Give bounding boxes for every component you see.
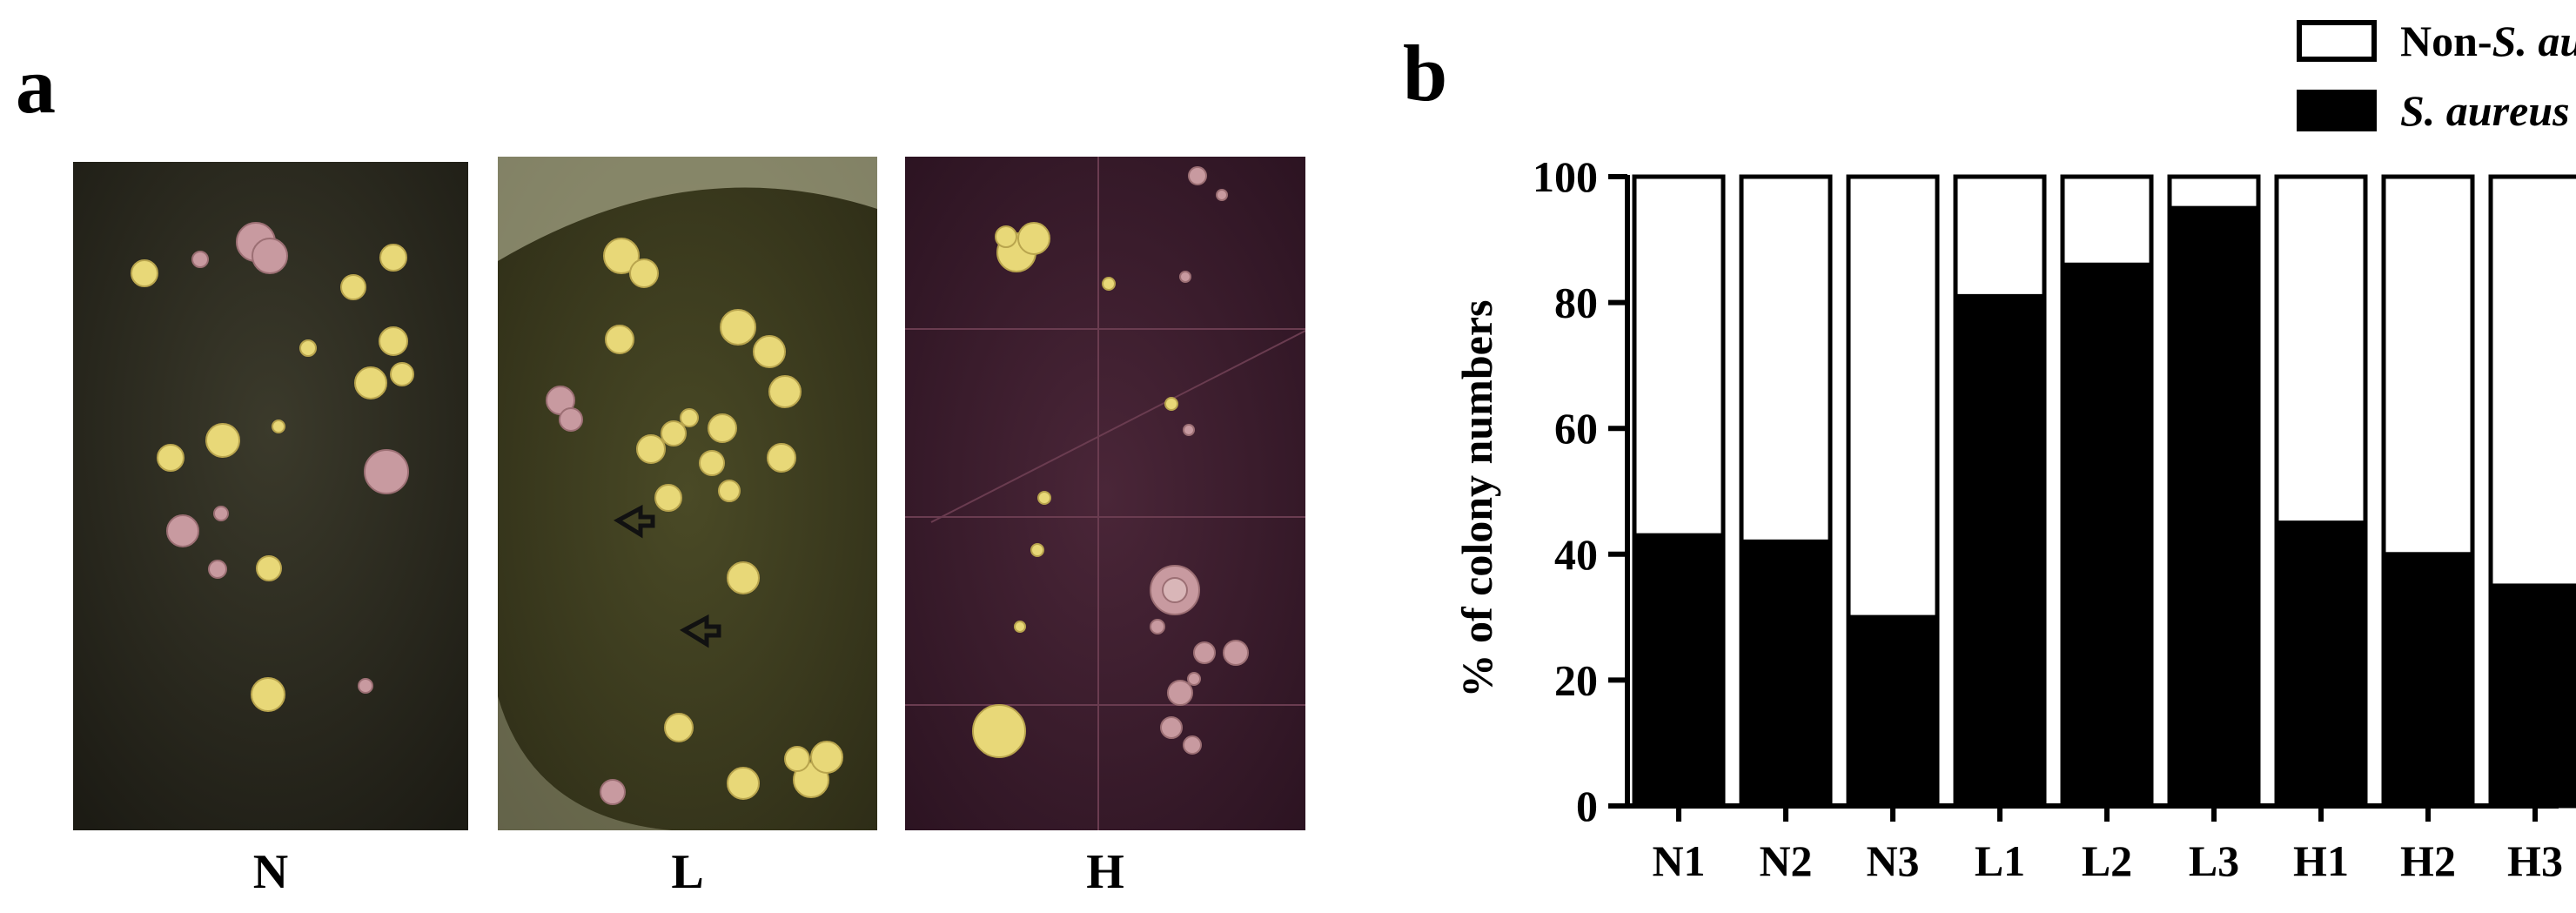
y-tick-label: 0	[1576, 782, 1598, 830]
x-tick-label: H2	[2400, 836, 2456, 885]
legend-swatch	[2297, 90, 2377, 131]
x-tick-label: H1	[2293, 836, 2349, 885]
bar-segment-n1-non-s-aureus	[1632, 174, 1726, 538]
plate-photo-h	[905, 157, 1305, 830]
plate-caption-n: N	[252, 845, 289, 899]
y-tick-label: 80	[1554, 279, 1598, 327]
bar-segment-n3-s-aureus	[1846, 614, 1940, 809]
bar-segment-n3-non-s-aureus	[1846, 174, 1940, 620]
bar-segment-n1-s-aureus	[1632, 533, 1726, 809]
bar-segment-l1-non-s-aureus	[1953, 174, 2047, 299]
plate-caption-l: L	[671, 845, 704, 899]
bar-segment-l3-s-aureus	[2167, 205, 2261, 809]
bar-segment-h2-s-aureus	[2381, 552, 2475, 809]
bar-segment-l2-non-s-aureus	[2060, 174, 2154, 267]
legend-label: Non-S. aureus	[2400, 17, 2576, 65]
x-tick-label: L1	[1975, 836, 2025, 885]
bar-segment-h3-non-s-aureus	[2488, 174, 2576, 588]
y-axis: 0 20 40 60 80 100	[1533, 152, 1630, 830]
y-tick-label: 40	[1554, 530, 1598, 579]
x-tick-label: L2	[2082, 836, 2132, 885]
plate-photo-n	[73, 162, 468, 830]
bar-segment-h2-non-s-aureus	[2381, 174, 2475, 557]
bar-segment-n2-non-s-aureus	[1739, 174, 1833, 544]
x-tick-label: N1	[1652, 836, 1705, 885]
bar-segment-n2-s-aureus	[1739, 539, 1833, 809]
x-tick-label: L3	[2189, 836, 2239, 885]
y-tick-label: 20	[1554, 655, 1598, 704]
bar-segment-l1-s-aureus	[1953, 293, 2047, 809]
bar-segment-h1-s-aureus	[2274, 520, 2368, 809]
x-axis: N1 N2 N3 L1 L2 L3 H1 H2 H3	[1625, 803, 2563, 885]
bar-segment-h3-s-aureus	[2488, 583, 2576, 809]
legend-label: S. aureus	[2400, 86, 2570, 135]
bar-segment-h1-non-s-aureus	[2274, 174, 2368, 526]
x-tick-label: N2	[1759, 836, 1812, 885]
x-tick-label: N3	[1866, 836, 1919, 885]
legend-swatch	[2297, 20, 2377, 62]
plate-photo-l	[498, 157, 877, 830]
bar-segment-l3-non-s-aureus	[2167, 174, 2261, 211]
panel-a-label: a	[16, 41, 56, 130]
bar-segment-l2-s-aureus	[2060, 262, 2154, 809]
y-axis-label: % of colony numbers	[1452, 300, 1501, 698]
x-tick-label: H3	[2507, 836, 2563, 885]
stacked-bar-chart: Non-S. aureus S. aureus 0 20 40 60 80 100 N1 N2…	[1452, 17, 2576, 885]
y-tick-label: 100	[1533, 152, 1598, 201]
legend: Non-S. aureus S. aureus	[2297, 17, 2576, 135]
y-tick-label: 60	[1554, 404, 1598, 453]
plate-caption-h: H	[1086, 845, 1124, 899]
panel-b-label: b	[1403, 29, 1448, 117]
bars	[1632, 174, 2576, 809]
